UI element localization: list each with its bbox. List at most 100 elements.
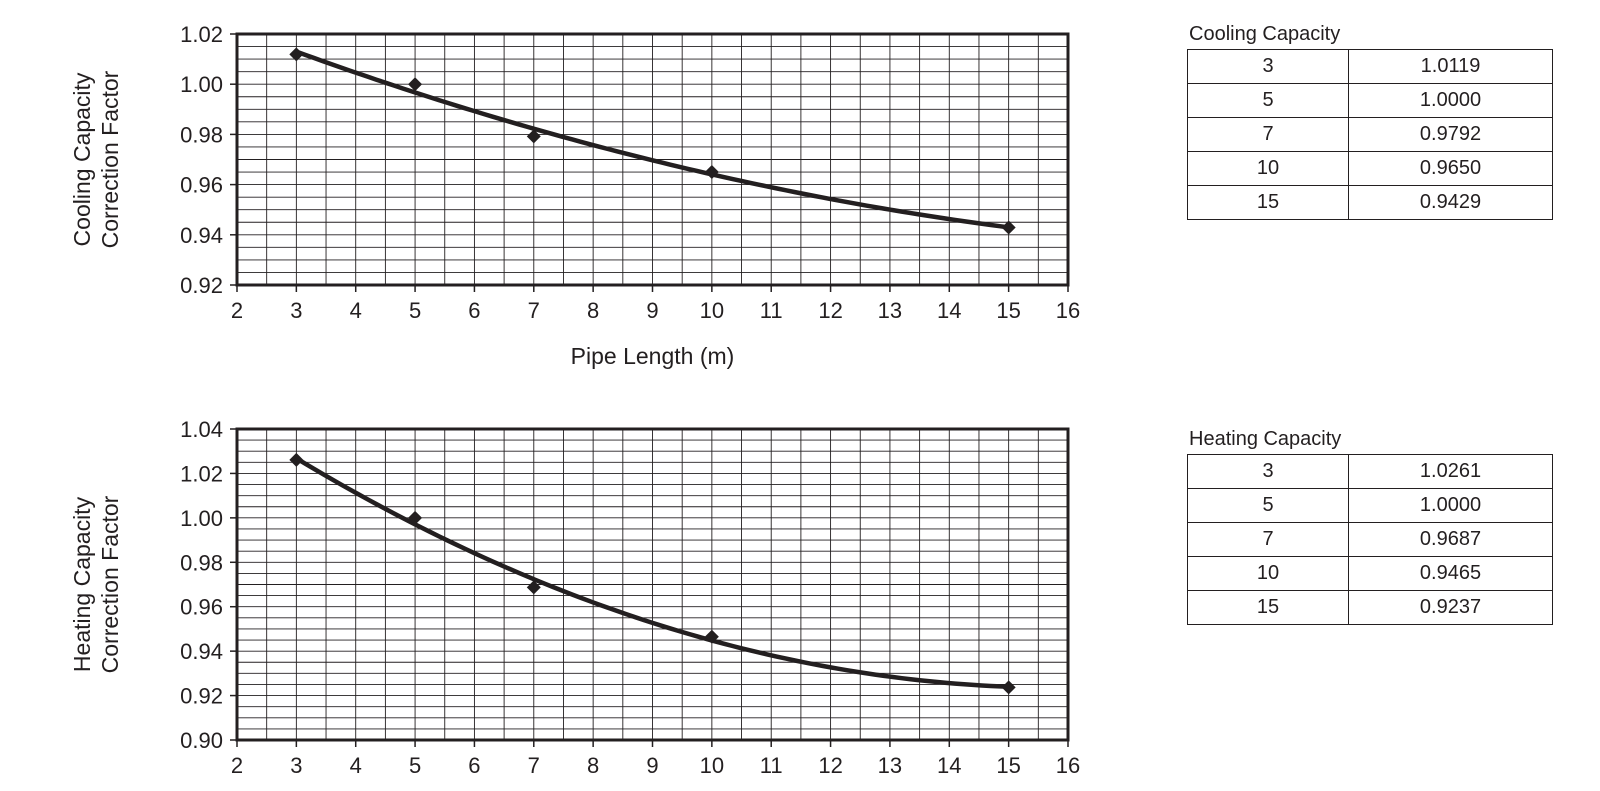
x-tick-label: 5 <box>409 298 421 323</box>
x-tick-label: 16 <box>1056 753 1080 778</box>
x-tick-label: 12 <box>818 298 842 323</box>
y-tick-label: 0.96 <box>180 595 223 620</box>
y-axis-title-line: Heating Capacity <box>69 496 95 672</box>
correction-factor-cell: 1.0000 <box>1348 83 1553 118</box>
correction-factor-cell: 0.9792 <box>1348 117 1553 152</box>
y-axis-title-line: Correction Factor <box>97 70 123 248</box>
x-tick-label: 2 <box>231 753 243 778</box>
data-point-marker <box>704 165 719 180</box>
x-tick-label: 10 <box>700 753 724 778</box>
x-tick-label: 4 <box>350 753 362 778</box>
y-tick-label: 1.00 <box>180 506 223 531</box>
x-tick-label: 7 <box>528 298 540 323</box>
data-point-marker <box>526 580 541 595</box>
x-tick-label: 10 <box>700 298 724 323</box>
pipe-length-cell: 10 <box>1187 556 1349 591</box>
y-axis-title-line: Cooling Capacity <box>69 72 95 246</box>
correction-factor-cell: 0.9687 <box>1348 522 1553 557</box>
x-tick-label: 5 <box>409 753 421 778</box>
correction-factor-cell: 1.0119 <box>1348 49 1553 84</box>
x-tick-label: 2 <box>231 298 243 323</box>
data-point-marker <box>1001 220 1016 235</box>
pipe-length-cell: 3 <box>1187 49 1349 84</box>
table-row: 10 0.9650 <box>1187 151 1553 186</box>
data-point-marker <box>289 452 304 467</box>
correction-factor-cell: 0.9465 <box>1348 556 1553 591</box>
series-line <box>294 49 1011 230</box>
cooling-capacity-table-title: Cooling Capacity <box>1189 23 1341 45</box>
x-tick-label: 14 <box>937 298 961 323</box>
y-tick-label: 0.98 <box>180 122 223 147</box>
x-tick-label: 13 <box>878 298 902 323</box>
y-tick-label: 0.90 <box>180 728 223 753</box>
x-tick-label: 14 <box>937 753 961 778</box>
x-tick-label: 13 <box>878 753 902 778</box>
data-point-marker <box>526 129 541 144</box>
pipe-length-cell: 7 <box>1187 117 1349 152</box>
x-tick-label: 7 <box>528 753 540 778</box>
x-tick-label: 11 <box>760 298 783 323</box>
heating-capacity-table-block: Heating Capacity 3 1.0261 5 1.0000 7 0.9… <box>1187 427 1553 625</box>
table-row: 15 0.9237 <box>1187 590 1553 625</box>
x-tick-label: 8 <box>587 298 599 323</box>
correction-factor-cell: 0.9650 <box>1348 151 1553 186</box>
y-tick-label: 1.04 <box>180 417 223 442</box>
data-point-marker <box>408 510 423 525</box>
data-point-marker <box>704 629 719 644</box>
cooling-capacity-table: 3 1.0119 5 1.0000 7 0.9792 10 0.9650 15 … <box>1187 49 1553 220</box>
x-tick-label: 6 <box>468 298 480 323</box>
heating-capacity-table-title: Heating Capacity <box>1189 428 1342 450</box>
y-tick-label: 0.92 <box>180 273 223 298</box>
cooling-capacity-chart: 2 3 4 5 6 7 8 9 10 11 12 13 14 15 16 0.92 0.94 0.96 0.98 1.… <box>69 22 1080 369</box>
pipe-length-cell: 5 <box>1187 83 1349 118</box>
table-row: 7 0.9792 <box>1187 117 1553 152</box>
heating-capacity-chart: 2 3 4 5 6 7 8 9 10 11 12 13 14 15 16 0.90 0.92 0.94 0.96 0.… <box>69 417 1080 778</box>
table-row: 5 1.0000 <box>1187 488 1553 523</box>
pipe-length-cell: 15 <box>1187 185 1349 220</box>
correction-factor-cell: 0.9237 <box>1348 590 1553 625</box>
pipe-length-cell: 10 <box>1187 151 1349 186</box>
y-tick-label: 0.94 <box>180 639 223 664</box>
pipe-length-cell: 3 <box>1187 454 1349 489</box>
x-tick-label: 6 <box>468 753 480 778</box>
x-tick-label: 9 <box>646 298 658 323</box>
table-row: 10 0.9465 <box>1187 556 1553 591</box>
x-tick-label: 9 <box>646 753 658 778</box>
table-row: 5 1.0000 <box>1187 83 1553 118</box>
y-tick-label: 0.96 <box>180 173 223 198</box>
grid-lines <box>236 428 1069 741</box>
pipe-length-cell: 15 <box>1187 590 1349 625</box>
x-tick-label: 8 <box>587 753 599 778</box>
pipe-length-cell: 7 <box>1187 522 1349 557</box>
y-tick-label: 1.00 <box>180 72 223 97</box>
x-tick-label: 15 <box>996 298 1020 323</box>
correction-factor-cell: 1.0261 <box>1348 454 1553 489</box>
data-point-marker <box>408 77 423 92</box>
correction-factor-cell: 1.0000 <box>1348 488 1553 523</box>
heating-capacity-table: 3 1.0261 5 1.0000 7 0.9687 10 0.9465 15 … <box>1187 454 1553 625</box>
table-row: 3 1.0119 <box>1187 49 1553 84</box>
cooling-capacity-table-block: Cooling Capacity 3 1.0119 5 1.0000 7 0.9… <box>1187 22 1553 220</box>
table-row: 15 0.9429 <box>1187 185 1553 220</box>
pipe-length-cell: 5 <box>1187 488 1349 523</box>
y-tick-label: 0.92 <box>180 684 223 709</box>
x-tick-label: 3 <box>290 298 302 323</box>
correction-factor-cell: 0.9429 <box>1348 185 1553 220</box>
y-tick-label: 1.02 <box>180 22 223 47</box>
y-tick-label: 0.98 <box>180 550 223 575</box>
table-row: 7 0.9687 <box>1187 522 1553 557</box>
x-tick-label: 3 <box>290 753 302 778</box>
y-tick-label: 0.94 <box>180 223 223 248</box>
y-axis-title-line: Correction Factor <box>97 495 123 673</box>
data-point-marker <box>289 47 304 62</box>
x-tick-label: 4 <box>350 298 362 323</box>
grid-lines <box>236 33 1069 286</box>
x-axis-title: Pipe Length (m) <box>571 343 735 369</box>
x-tick-label: 11 <box>760 753 783 778</box>
x-tick-label: 16 <box>1056 298 1080 323</box>
x-tick-label: 12 <box>818 753 842 778</box>
data-point-marker <box>1001 680 1016 695</box>
x-tick-label: 15 <box>996 753 1020 778</box>
y-tick-label: 1.02 <box>180 461 223 486</box>
